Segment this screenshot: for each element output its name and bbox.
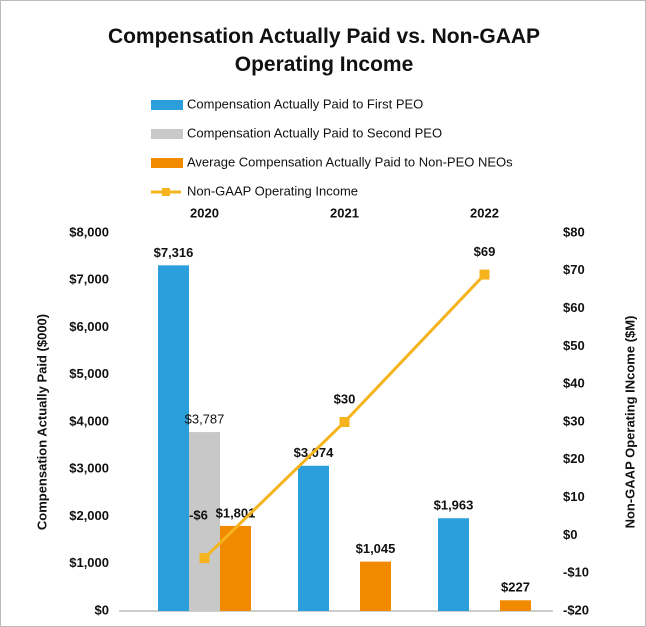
y-axis-label: Compensation Actually Paid ($000) (34, 314, 49, 530)
y2-tick-label: $30 (563, 413, 585, 428)
bar (158, 265, 189, 611)
chart-title: Compensation Actually Paid vs. Non-GAAP … (107, 25, 541, 76)
line (203, 273, 486, 560)
y2-tick-label: -$10 (563, 565, 589, 580)
data-label: $1,963 (434, 498, 474, 513)
bar (298, 465, 329, 611)
x-tick-label: 2020 (190, 205, 219, 220)
y-tick-label: $8,000 (69, 224, 109, 239)
data-label: $3,787 (185, 412, 225, 427)
y2-tick-label: $50 (563, 338, 585, 353)
bar (360, 561, 391, 611)
y-tick-label: $6,000 (69, 319, 109, 334)
y-tick-label: $7,000 (69, 272, 109, 287)
y2-tick-label: $60 (563, 300, 585, 315)
y2-tick-label: $20 (563, 451, 585, 466)
data-label: -$6 (189, 508, 208, 523)
line-marker (339, 417, 350, 427)
y-tick-label: $0 (95, 602, 109, 617)
line-marker (479, 269, 490, 280)
bar (189, 432, 220, 611)
y-tick-label: $2,000 (69, 508, 109, 523)
data-label: $69 (474, 244, 496, 259)
bar (500, 600, 531, 611)
x-tick-label: 2022 (470, 205, 499, 220)
y2-tick-label: -$20 (563, 602, 589, 617)
y2-tick-label: $0 (563, 527, 577, 542)
y-tick-label: $4,000 (69, 413, 109, 428)
y2-tick-label: $70 (563, 262, 585, 277)
data-label: $7,316 (154, 245, 194, 260)
bar (438, 518, 469, 611)
y2-axis-label: Non-GAAP Operating INcome ($M) (622, 316, 637, 529)
y2-tick-label: $40 (563, 376, 585, 391)
data-label: $1,045 (356, 541, 396, 556)
data-label: $227 (501, 580, 530, 595)
y2-tick-label: $10 (563, 489, 585, 504)
legend-marker (162, 188, 170, 196)
line-marker (199, 553, 210, 564)
data-label: $30 (334, 391, 356, 406)
legend-swatch (151, 100, 183, 110)
legend-label: Compensation Actually Paid to First PEO (187, 96, 423, 111)
y-tick-label: $3,000 (69, 461, 109, 476)
y-tick-label: $5,000 (69, 366, 109, 381)
legend-label: Compensation Actually Paid to Second PEO (187, 125, 442, 140)
legend-swatch (151, 158, 183, 168)
legend-label: Average Compensation Actually Paid to No… (187, 154, 513, 169)
y2-tick-label: $80 (563, 224, 585, 239)
legend-label: Non-GAAP Operating Income (187, 183, 358, 198)
y-tick-label: $1,000 (69, 555, 109, 570)
x-tick-label: 2021 (330, 205, 359, 220)
legend-swatch (151, 129, 183, 139)
bar (220, 525, 251, 611)
